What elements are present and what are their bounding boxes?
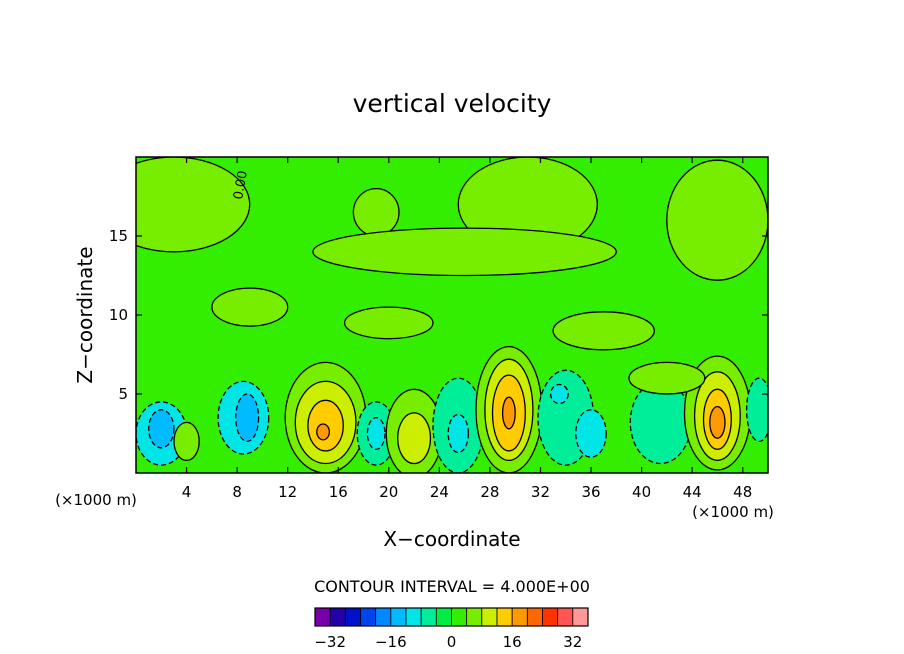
colorbar-swatch-7 (420, 607, 437, 627)
colorbar (314, 607, 589, 627)
contour-cell-8 (316, 423, 331, 441)
colorbar-swatch-0 (314, 607, 331, 627)
colorbar-swatch-8 (435, 607, 452, 627)
x-tick-label-48: 48 (733, 483, 752, 501)
colorbar-swatch-17 (572, 607, 589, 627)
colorbar-swatch-3 (360, 607, 377, 627)
contour-cell-31 (666, 159, 768, 281)
colorbar-swatch-13 (511, 607, 528, 627)
chart-title: vertical velocity (353, 89, 552, 118)
contour-cell-28 (136, 157, 251, 253)
colorbar-swatch-9 (451, 607, 468, 627)
colorbar-swatch-14 (526, 607, 543, 627)
contour-cell-20 (549, 383, 569, 405)
colorbar-swatch-6 (405, 607, 422, 627)
contour-cell-3 (235, 393, 260, 443)
contour-cell-1 (148, 409, 175, 449)
contour-cell-33 (211, 287, 289, 327)
colorbar-tick-label-0: −32 (314, 633, 346, 651)
colorbar-frame (314, 607, 589, 627)
contour-cell-26 (709, 405, 726, 439)
x-tick-label-28: 28 (480, 483, 499, 501)
colorbar-swatch-12 (496, 607, 513, 627)
x-tick-label-4: 4 (182, 483, 192, 501)
colorbar-swatch-5 (390, 607, 407, 627)
contour-cell-29 (352, 187, 400, 237)
contour-cell-14 (447, 413, 470, 454)
y-tick-label-5: 5 (118, 385, 128, 403)
contour-interval-text: CONTOUR INTERVAL = 4.000E+00 (314, 577, 590, 596)
colorbar-tick-label-4: 32 (563, 633, 582, 651)
x-tick-label-40: 40 (632, 483, 651, 501)
plot-area: 0.00 (136, 157, 768, 473)
colorbar-swatch-1 (329, 607, 346, 627)
contour-label: 0.00 (231, 170, 251, 201)
contour-cell-36 (628, 361, 706, 395)
x-axis-units-right: (×1000 m) (692, 503, 774, 521)
x-tick-label-20: 20 (379, 483, 398, 501)
x-tick-label-32: 32 (531, 483, 550, 501)
y-axis: 5 10 15 (109, 227, 768, 403)
colorbar-ticks: −32 −16 0 16 32 (314, 633, 582, 651)
x-tick-label-16: 16 (329, 483, 348, 501)
contour-cell-34 (343, 306, 434, 340)
contour-fill-layer (136, 157, 768, 473)
colorbar-tick-label-1: −16 (375, 633, 407, 651)
y-axis-label: Z−coordinate (73, 246, 97, 383)
contour-cell-18 (501, 396, 516, 430)
colorbar-tick-label-3: 16 (503, 633, 522, 651)
colorbar-tick-label-2: 0 (447, 633, 457, 651)
x-axis: 4 8 12 16 20 24 28 32 36 40 44 48 (182, 157, 752, 501)
y-tick-label-15: 15 (109, 227, 128, 245)
contour-cell-35 (552, 311, 655, 351)
x-tick-label-36: 36 (581, 483, 600, 501)
x-tick-label-8: 8 (232, 483, 242, 501)
contour-cell-21 (575, 409, 607, 458)
colorbar-swatch-10 (466, 607, 483, 627)
x-tick-label-44: 44 (683, 483, 702, 501)
contour-cell-10 (366, 417, 386, 450)
x-tick-label-24: 24 (430, 483, 449, 501)
contour-cell-32 (312, 227, 617, 277)
contour-cell-4 (173, 421, 200, 462)
colorbar-swatch-4 (375, 607, 392, 627)
colorbar-swatch-15 (542, 607, 559, 627)
x-axis-units-left: (×1000 m) (55, 491, 137, 509)
x-tick-label-12: 12 (278, 483, 297, 501)
colorbar-swatch-2 (344, 607, 361, 627)
x-axis-label: X−coordinate (383, 527, 520, 551)
colorbar-swatch-11 (481, 607, 498, 627)
contour-cell-12 (397, 412, 432, 465)
colorbar-swatch-16 (557, 607, 574, 627)
y-tick-label-10: 10 (109, 306, 128, 324)
